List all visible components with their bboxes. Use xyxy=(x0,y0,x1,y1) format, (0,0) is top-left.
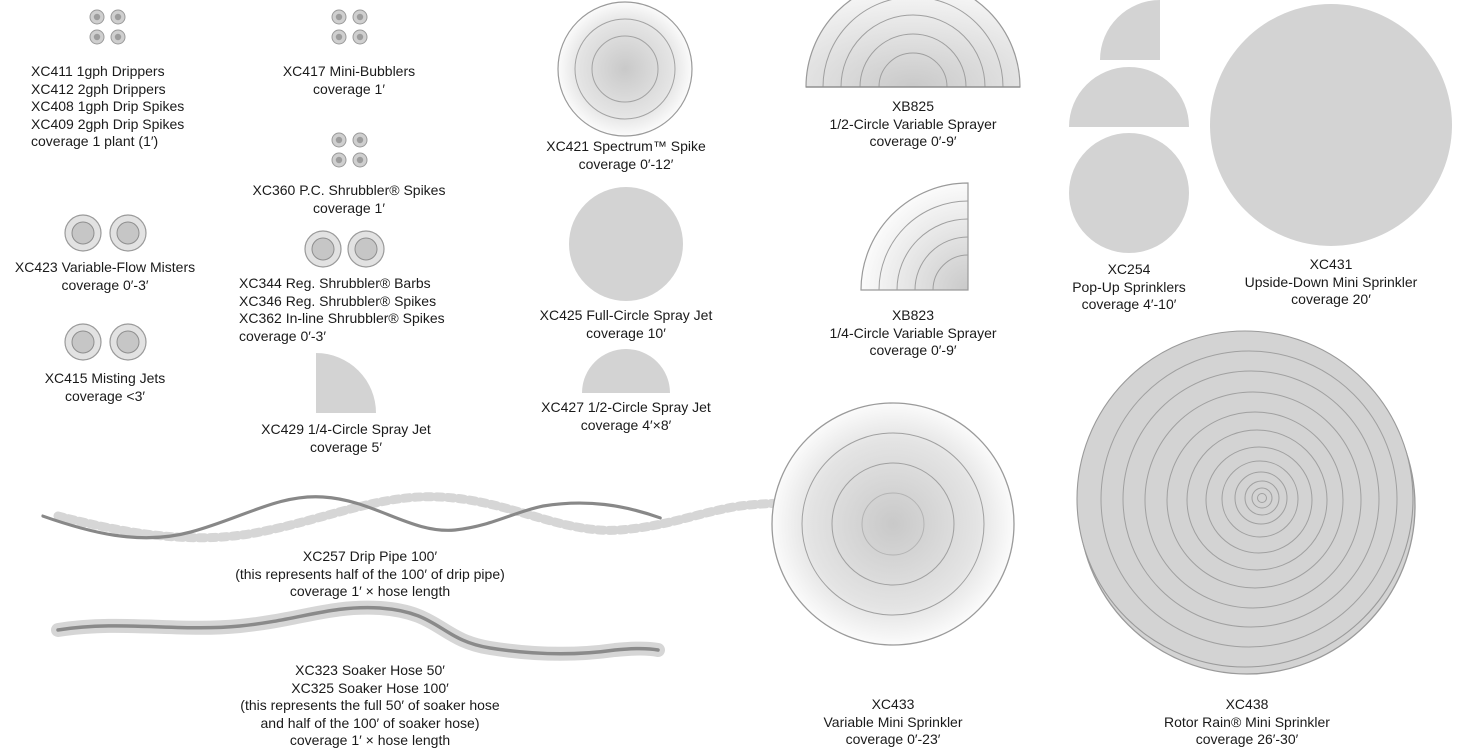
xb825-line: XB825 xyxy=(891,98,935,114)
xc411-line: coverage 1 plant (1′) xyxy=(31,133,159,149)
xc257-line: XC257 Drip Pipe 100′ xyxy=(302,548,438,564)
xc344-line: XC362 In-line Shrubbler® Spikes xyxy=(239,310,445,326)
xc417-line: coverage 1′ xyxy=(313,80,385,97)
xc323-line: (this represents the full 50′ of soaker … xyxy=(240,697,500,713)
xc429-line: coverage 5′ xyxy=(310,438,382,455)
xc423-line: XC423 Variable-Flow Misters xyxy=(14,259,196,275)
xc415-line: coverage <3′ xyxy=(64,387,146,404)
half-circle-spray-icon xyxy=(582,349,670,393)
xc254-label: XC254 Pop-Up Sprinklers coverage 4′-10′ xyxy=(1049,261,1209,314)
xb825-label: XB825 1/2-Circle Variable Sprayer covera… xyxy=(813,98,1013,151)
xc433-line: XC433 xyxy=(871,696,915,712)
xc323-line: and half of the 100′ of soaker hose) xyxy=(260,714,480,731)
drippers-icon xyxy=(89,9,126,45)
half-circle-variable-sprayer-icon xyxy=(805,0,1021,88)
xc431-label: XC431 Upside-Down Mini Sprinkler coverag… xyxy=(1226,256,1436,309)
xc427-label: XC427 1/2-Circle Spray Jet coverage 4′×8… xyxy=(526,399,726,434)
xc411-label: XC411 1gph Drippers XC412 2gph Drippers … xyxy=(31,63,184,151)
xc344-line: XC344 Reg. Shrubbler® Barbs xyxy=(239,275,431,291)
xc411-line: XC409 2gph Drip Spikes xyxy=(31,115,185,132)
xc431-line: Upside-Down Mini Sprinkler xyxy=(1244,273,1418,290)
xc417-label: XC417 Mini-Bubblers coverage 1′ xyxy=(269,63,429,98)
shrubbler-spikes-icon xyxy=(331,132,368,168)
drip-pipe-icon xyxy=(41,492,905,543)
xc423-line: coverage 0′-3′ xyxy=(61,276,149,293)
misting-jets-icon xyxy=(64,323,147,361)
xc425-label: XC425 Full-Circle Spray Jet coverage 10′ xyxy=(526,307,726,342)
xb823-label: XB823 1/4-Circle Variable Sprayer covera… xyxy=(813,307,1013,360)
xc411-line: XC408 1gph Drip Spikes xyxy=(31,98,185,114)
xb823-line: coverage 0′-9′ xyxy=(869,342,957,358)
xb823-line: 1/4-Circle Variable Sprayer xyxy=(829,324,997,341)
xb823-line: XB823 xyxy=(891,307,935,323)
xc429-line: XC429 1/4-Circle Spray Jet xyxy=(261,421,431,437)
xc438-line: Rotor Rain® Mini Sprinkler xyxy=(1164,713,1330,730)
xc415-label: XC415 Misting Jets coverage <3′ xyxy=(25,370,185,405)
xc433-label: XC433 Variable Mini Sprinkler coverage 0… xyxy=(793,696,993,749)
shrubbler-barbs-icon xyxy=(304,230,385,268)
pop-up-sprinklers-icon xyxy=(1069,0,1189,253)
xc427-line: coverage 4′×8′ xyxy=(580,416,672,433)
xc425-line: coverage 10′ xyxy=(586,324,666,341)
xc254-line: XC254 xyxy=(1107,261,1151,277)
mini-bubblers-icon xyxy=(331,9,368,45)
xc360-line: coverage 1′ xyxy=(313,199,385,216)
xc433-line: coverage 0′-23′ xyxy=(845,731,941,747)
rotor-rain-sprinkler-icon xyxy=(1076,330,1416,675)
xc431-line: XC431 xyxy=(1309,256,1353,272)
xc323-line: coverage 1′ × hose length xyxy=(289,732,451,748)
xc360-label: XC360 P.C. Shrubbler® Spikes coverage 1′ xyxy=(249,182,449,217)
xc323-line: XC323 Soaker Hose 50′ xyxy=(295,662,445,678)
xc425-line: XC425 Full-Circle Spray Jet xyxy=(539,307,713,323)
xc431-line: coverage 20′ xyxy=(1291,291,1371,307)
xc421-label: XC421 Spectrum™ Spike coverage 0′-12′ xyxy=(526,138,726,173)
xb825-line: coverage 0′-9′ xyxy=(869,133,957,149)
variable-flow-misters-icon xyxy=(64,214,147,252)
full-circle-spray-icon xyxy=(569,187,683,301)
xc429-label: XC429 1/4-Circle Spray Jet coverage 5′ xyxy=(246,421,446,456)
xb825-line: 1/2-Circle Variable Sprayer xyxy=(829,115,997,132)
xc257-line: coverage 1′ × hose length xyxy=(289,583,451,599)
xc438-line: coverage 26′-30′ xyxy=(1195,731,1299,747)
xc257-line: (this represents half of the 100′ of dri… xyxy=(235,565,505,582)
upside-down-sprinkler-icon xyxy=(1210,4,1452,246)
xc360-line: XC360 P.C. Shrubbler® Spikes xyxy=(252,182,446,198)
xc415-line: XC415 Misting Jets xyxy=(44,370,166,386)
quarter-circle-variable-sprayer-icon xyxy=(860,182,969,291)
xc411-line: XC412 2gph Drippers xyxy=(31,80,166,97)
xc411-line: XC411 1gph Drippers xyxy=(31,63,165,79)
xc417-line: XC417 Mini-Bubblers xyxy=(282,63,416,79)
xc423-label: XC423 Variable-Flow Misters coverage 0′-… xyxy=(5,259,205,294)
xc323-line: XC325 Soaker Hose 100′ xyxy=(291,679,449,696)
variable-mini-sprinkler-icon xyxy=(771,402,1015,646)
xc254-line: coverage 4′-10′ xyxy=(1081,296,1177,312)
xc421-line: XC421 Spectrum™ Spike xyxy=(546,138,706,154)
xc438-line: XC438 xyxy=(1225,696,1269,712)
xc323-label: XC323 Soaker Hose 50′ XC325 Soaker Hose … xyxy=(210,662,530,750)
soaker-hose-icon xyxy=(51,600,665,661)
xc254-line: Pop-Up Sprinklers xyxy=(1072,278,1186,295)
xc433-line: Variable Mini Sprinkler xyxy=(823,713,963,730)
xc257-label: XC257 Drip Pipe 100′ (this represents ha… xyxy=(210,548,530,601)
xc421-line: coverage 0′-12′ xyxy=(578,155,674,172)
xc344-line: coverage 0′-3′ xyxy=(239,327,326,344)
xc344-line: XC346 Reg. Shrubbler® Spikes xyxy=(239,292,437,309)
quarter-circle-spray-icon xyxy=(316,353,376,413)
xc438-label: XC438 Rotor Rain® Mini Sprinkler coverag… xyxy=(1147,696,1347,749)
xc427-line: XC427 1/2-Circle Spray Jet xyxy=(541,399,711,415)
spectrum-spike-icon xyxy=(557,1,693,137)
xc344-label: XC344 Reg. Shrubbler® Barbs XC346 Reg. S… xyxy=(239,275,445,345)
